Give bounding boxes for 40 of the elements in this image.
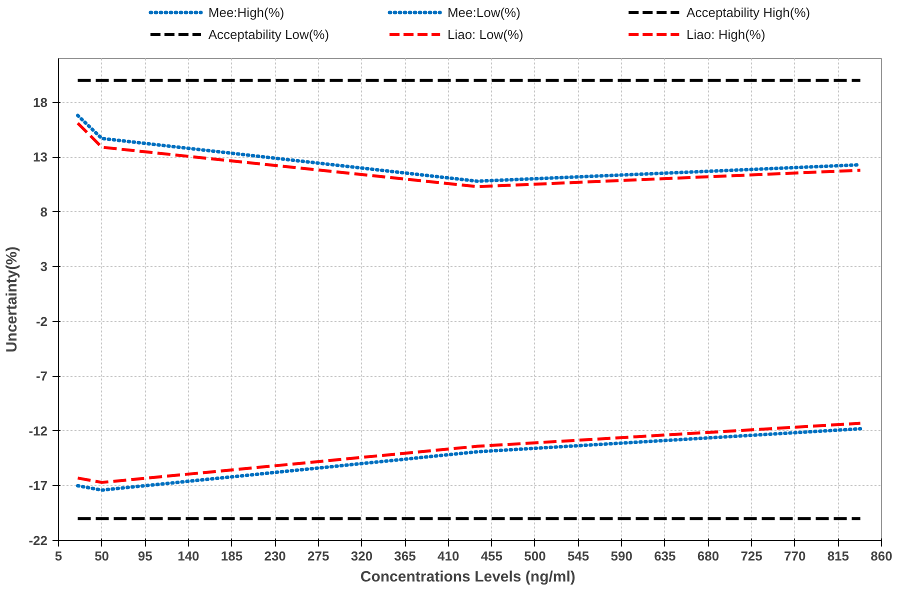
x-tick-label: 365 xyxy=(394,548,416,564)
y-tick-label: 3 xyxy=(40,259,48,274)
x-axis-title: Concentrations Levels (ng/ml) xyxy=(360,568,576,586)
y-tick-label: 18 xyxy=(33,94,48,110)
x-tick-label: 50 xyxy=(94,548,110,564)
y-tick-label: -22 xyxy=(28,533,48,548)
x-tick-label: 815 xyxy=(827,548,850,564)
x-tick-label: 5 xyxy=(54,548,62,564)
x-tick-label: 185 xyxy=(220,548,243,564)
x-tick-label: 455 xyxy=(480,548,503,564)
legend-label: Liao: Low(%) xyxy=(447,27,524,42)
x-tick-label: 770 xyxy=(784,548,806,564)
x-tick-label: 500 xyxy=(524,548,546,564)
legend-label: Mee:Low(%) xyxy=(447,5,520,20)
x-tick-label: 320 xyxy=(350,548,373,564)
line-series xyxy=(76,122,862,188)
legend-label: Liao: High(%) xyxy=(686,27,766,42)
x-tick-label: 860 xyxy=(870,548,892,564)
x-tick-label: 275 xyxy=(308,548,330,564)
x-tick-label: 590 xyxy=(610,548,632,564)
y-tick-label: 8 xyxy=(40,204,48,220)
y-tick-label: -12 xyxy=(28,423,48,438)
x-tick-label: 410 xyxy=(437,548,460,564)
legend-label: Mee:High(%) xyxy=(208,5,284,20)
x-tick-label: 230 xyxy=(264,548,286,564)
x-tick-label: 545 xyxy=(567,548,590,564)
legend-label: Acceptability Low(%) xyxy=(208,27,330,42)
x-tick-label: 680 xyxy=(697,548,720,564)
y-tick-label: 13 xyxy=(33,150,48,165)
y-tick-label: -2 xyxy=(36,314,48,329)
x-tick-label: 95 xyxy=(138,548,152,564)
x-tick-label: 635 xyxy=(654,548,676,564)
line-series xyxy=(76,422,862,484)
y-tick-label: -7 xyxy=(36,368,48,384)
x-tick-label: 140 xyxy=(178,548,200,564)
y-tick-label: -17 xyxy=(28,478,48,494)
line-series xyxy=(76,427,862,492)
legend-label: Acceptability High(%) xyxy=(686,5,810,20)
x-tick-label: 725 xyxy=(740,548,762,564)
y-axis-title: Uncertainty(%) xyxy=(4,246,21,352)
